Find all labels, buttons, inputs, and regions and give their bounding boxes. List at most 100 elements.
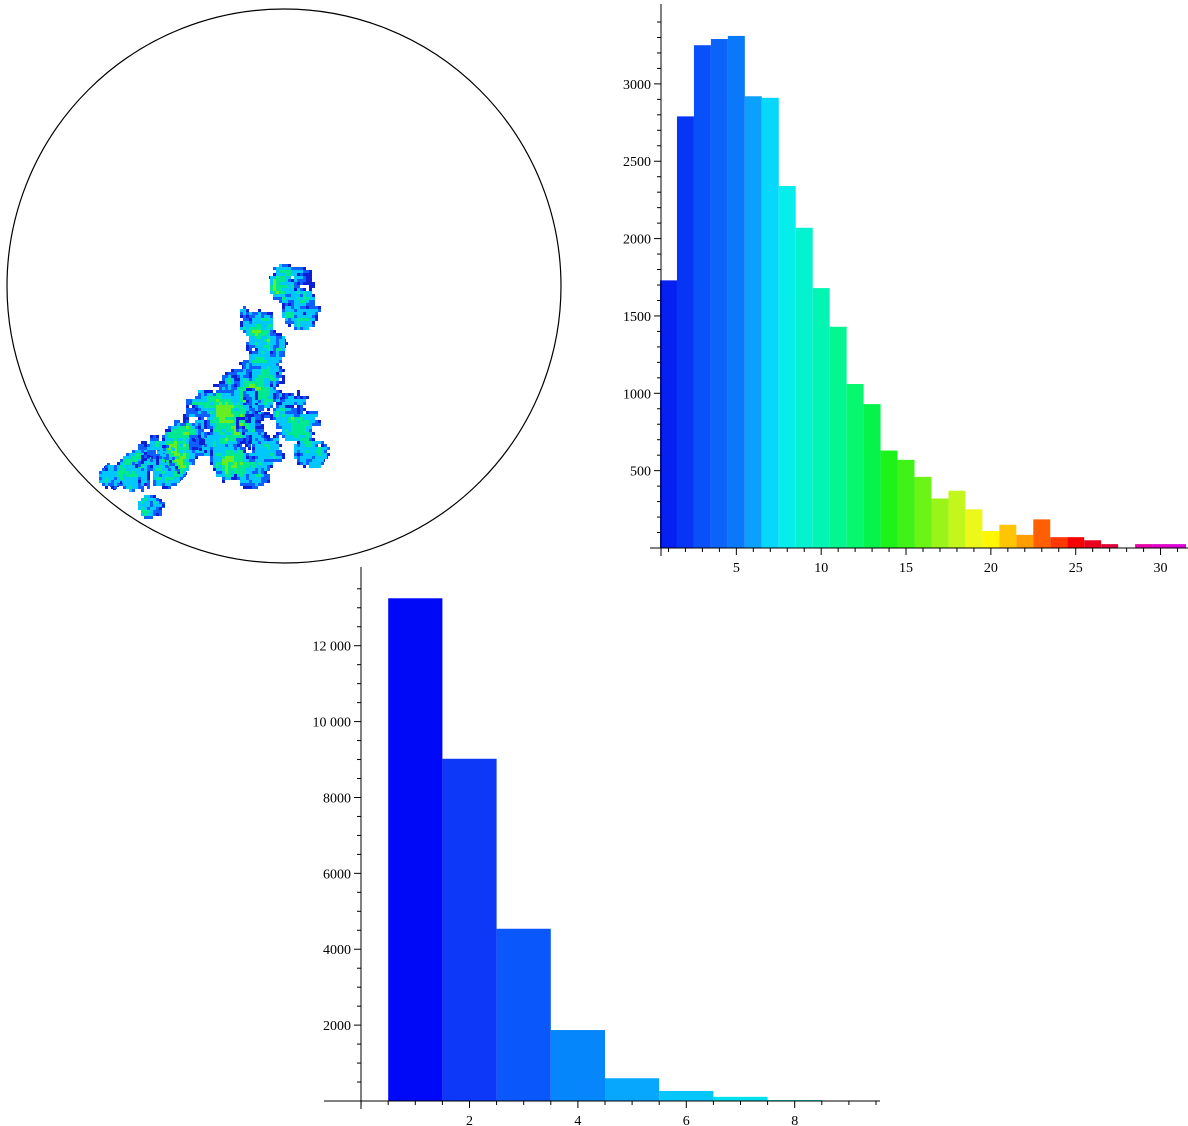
walk-cell bbox=[252, 465, 255, 468]
walk-cell bbox=[183, 435, 186, 438]
walk-cell bbox=[237, 402, 240, 405]
walk-cell bbox=[240, 480, 243, 483]
walk-cell bbox=[186, 447, 189, 450]
walk-cell bbox=[303, 300, 306, 303]
walk-cell bbox=[126, 477, 129, 480]
walk-cell bbox=[195, 447, 198, 450]
walk-cell bbox=[236, 420, 239, 423]
walk-cell bbox=[279, 375, 282, 378]
walk-cell bbox=[279, 456, 282, 459]
walk-cell bbox=[219, 459, 222, 462]
walk-cell bbox=[135, 474, 138, 477]
walk-cell bbox=[207, 453, 210, 456]
walk-cell bbox=[252, 403, 255, 406]
walk-cell bbox=[135, 483, 138, 486]
walk-cell bbox=[264, 351, 267, 354]
walk-cell bbox=[309, 282, 312, 285]
walk-cell bbox=[248, 444, 251, 447]
walk-cell bbox=[186, 468, 189, 471]
walk-cell bbox=[276, 285, 279, 288]
walk-cell bbox=[102, 483, 105, 486]
histogram-2-bars bbox=[388, 598, 876, 1101]
walk-cell bbox=[192, 450, 195, 453]
walk-cell bbox=[246, 397, 249, 400]
walk-cell bbox=[141, 477, 144, 480]
walk-cell bbox=[315, 465, 318, 468]
walk-cell bbox=[306, 297, 309, 300]
walk-cell bbox=[174, 432, 177, 435]
walk-cell bbox=[207, 432, 210, 435]
walk-cell bbox=[306, 306, 309, 309]
walk-cell bbox=[144, 495, 147, 498]
walk-cell bbox=[267, 327, 270, 330]
walk-cell bbox=[228, 405, 231, 408]
walk-cell bbox=[177, 459, 180, 462]
walk-cell bbox=[186, 441, 189, 444]
walk-cell bbox=[270, 387, 273, 390]
walk-cell bbox=[144, 498, 147, 501]
walk-cell bbox=[228, 462, 231, 465]
walk-cell bbox=[231, 375, 234, 378]
walk-cell bbox=[249, 477, 252, 480]
walk-cell bbox=[291, 285, 294, 288]
walk-cell bbox=[270, 372, 273, 375]
walk-cell bbox=[156, 513, 159, 516]
walk-cell bbox=[225, 429, 228, 432]
walk-cell bbox=[285, 267, 288, 270]
walk-cell bbox=[312, 432, 315, 435]
walk-cell bbox=[219, 447, 222, 450]
walk-cell bbox=[102, 474, 105, 477]
walk-cell bbox=[102, 480, 105, 483]
walk-cell bbox=[285, 288, 288, 291]
walk-cell bbox=[270, 375, 273, 378]
walk-cell bbox=[318, 450, 321, 453]
walk-cell bbox=[201, 393, 204, 396]
walk-cell bbox=[261, 333, 264, 336]
walk-cell bbox=[303, 456, 306, 459]
walk-cell bbox=[129, 489, 132, 492]
walk-cell bbox=[168, 453, 171, 456]
walk-cell bbox=[264, 348, 267, 351]
walk-cell bbox=[309, 441, 312, 444]
walk-cell bbox=[246, 345, 249, 348]
walk-cell bbox=[291, 297, 294, 300]
walk-cell bbox=[248, 417, 251, 420]
walk-cell bbox=[264, 453, 267, 456]
walk-cell bbox=[201, 414, 204, 417]
walk-cell bbox=[294, 285, 297, 288]
walk-cell bbox=[168, 426, 171, 429]
walk-cell bbox=[123, 486, 126, 489]
walk-cell bbox=[231, 474, 234, 477]
walk-cell bbox=[264, 396, 267, 399]
walk-cell bbox=[306, 459, 309, 462]
walk-cell bbox=[306, 411, 309, 414]
walk-cell bbox=[162, 462, 165, 465]
walk-cell bbox=[231, 447, 234, 450]
walk-cell bbox=[222, 402, 225, 405]
walk-cell bbox=[246, 348, 249, 351]
walk-cell bbox=[162, 438, 165, 441]
walk-cell bbox=[255, 324, 258, 327]
walk-cell bbox=[306, 456, 309, 459]
walk-cell bbox=[129, 456, 132, 459]
walk-cell bbox=[324, 450, 327, 453]
walk-cell bbox=[240, 420, 243, 423]
walk-cell bbox=[243, 378, 246, 381]
walk-cell bbox=[120, 459, 123, 462]
walk-cell bbox=[138, 444, 141, 447]
walk-cell bbox=[276, 420, 279, 423]
walk-cell bbox=[249, 321, 252, 324]
walk-cell bbox=[285, 279, 288, 282]
walk-cell bbox=[207, 411, 210, 414]
walk-cell bbox=[246, 321, 249, 324]
walk-cell bbox=[255, 459, 258, 462]
walk-cell bbox=[147, 465, 150, 468]
walk-cell bbox=[261, 384, 264, 387]
walk-cell bbox=[291, 270, 294, 273]
walk-cell bbox=[228, 429, 231, 432]
walk-cell bbox=[135, 462, 138, 465]
walk-cell bbox=[199, 439, 202, 442]
walk-cell bbox=[282, 285, 285, 288]
walk-cell bbox=[219, 471, 222, 474]
walk-cell bbox=[222, 396, 225, 399]
